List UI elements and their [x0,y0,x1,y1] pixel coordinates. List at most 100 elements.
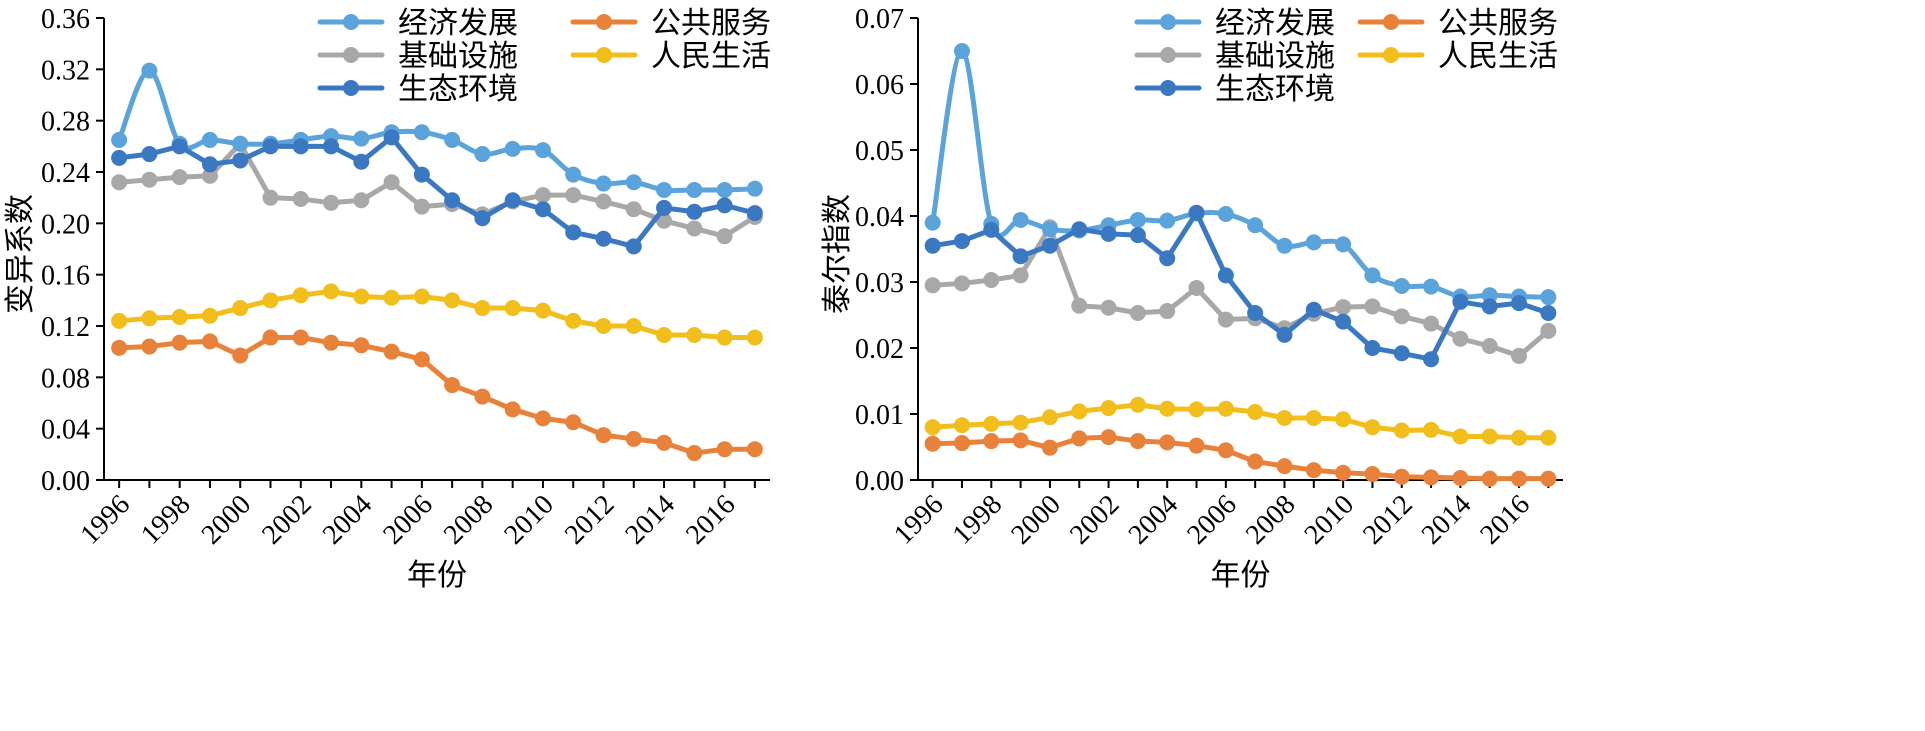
data-point [444,377,461,394]
data-point [983,272,1000,289]
data-point [353,192,370,209]
data-point [1305,234,1322,251]
data-point [1364,298,1381,315]
data-point [1481,287,1498,304]
data-point [1540,470,1557,487]
data-point [1276,326,1293,343]
data-point [924,214,941,231]
legend-swatch-marker [343,80,359,96]
data-point [1276,237,1293,254]
data-point [413,198,430,215]
data-point [323,194,340,211]
data-point [383,129,400,146]
data-point [111,131,128,148]
data-point [1071,297,1088,314]
y-tick-label: 0.06 [855,70,904,101]
series-line [116,288,758,341]
series-人民生活 [111,283,763,346]
data-point [504,140,521,157]
data-point [983,433,1000,450]
data-point [1393,308,1410,325]
data-point [413,166,430,183]
data-point [1423,278,1440,295]
data-point [686,445,703,462]
data-point [201,167,218,184]
data-point [565,166,582,183]
data-point [1335,411,1352,428]
x-tick-label: 1998 [135,489,197,551]
legend-swatch-marker [1160,47,1176,63]
data-point [1511,347,1528,364]
data-point [625,238,642,255]
series-line [116,335,758,456]
data-point [1305,409,1322,426]
data-point [1305,301,1322,318]
y-tick-label: 0.05 [855,136,904,167]
data-point [625,318,642,334]
data-point [716,181,733,198]
data-point [1393,277,1410,294]
data-point [534,302,551,319]
data-point [201,156,218,173]
data-point [1423,421,1440,438]
data-point [716,228,733,245]
data-point [444,192,461,209]
data-point [656,199,673,216]
series-公共服务 [924,429,1557,487]
data-point [504,300,521,317]
data-point [1100,299,1117,316]
data-point [953,275,970,292]
data-point [292,190,309,207]
y-axis-title: 变异系数 [3,194,38,314]
data-point [111,312,128,329]
data-point [1276,409,1293,426]
legend-swatch-marker [343,14,359,30]
data-point [1335,299,1352,316]
series-line [116,141,758,239]
legend-label: 生态环境 [398,72,518,107]
data-point [1012,432,1029,449]
x-tick-label: 2014 [619,489,681,551]
x-axis-title: 年份 [1211,558,1271,593]
data-point [383,289,400,306]
data-point [474,210,491,227]
data-point [953,233,970,250]
series-line [930,402,1551,441]
data-point [625,430,642,447]
legend-label: 经济发展 [1215,6,1335,41]
legend-entry: 基础设施 [317,39,518,74]
data-point [1217,442,1234,459]
x-tick-label: 2006 [1181,489,1243,551]
x-tick-label: 2010 [498,489,560,551]
data-point [1217,206,1234,223]
y-tick-label: 0.28 [41,107,90,138]
legend-swatch-marker [596,47,612,63]
chart-2: 0.00 0.01 0.02 0.03 0.04 0.05 0.06 0.07 19961998… [820,4,1563,593]
data-point [1071,221,1088,238]
x-tick-label: 2010 [1299,489,1361,551]
x-axis-title: 年份 [407,558,467,593]
x-tick-label: 2002 [256,489,318,551]
x-tick-label: 2004 [1123,489,1185,551]
data-point [1335,236,1352,253]
x-tick-label: 2004 [317,489,379,551]
data-point [656,326,673,343]
data-point [953,435,970,452]
data-point [1071,430,1088,447]
data-point [686,220,703,237]
y-tick-label: 0.04 [855,202,904,233]
x-tick-label: 2002 [1064,489,1126,551]
data-point [1481,428,1498,445]
data-point [141,171,158,188]
x-tick-label: 1996 [888,489,950,551]
data-point [1071,403,1088,420]
data-point [1423,469,1440,486]
legend-label: 基础设施 [1215,39,1335,74]
legend-swatch-marker [343,47,359,63]
data-point [141,310,158,327]
legend-entry: 生态环境 [1134,72,1335,107]
legend-entry: 公共服务 [570,6,771,41]
x-tick-label: 2012 [559,489,621,551]
data-point [686,203,703,220]
